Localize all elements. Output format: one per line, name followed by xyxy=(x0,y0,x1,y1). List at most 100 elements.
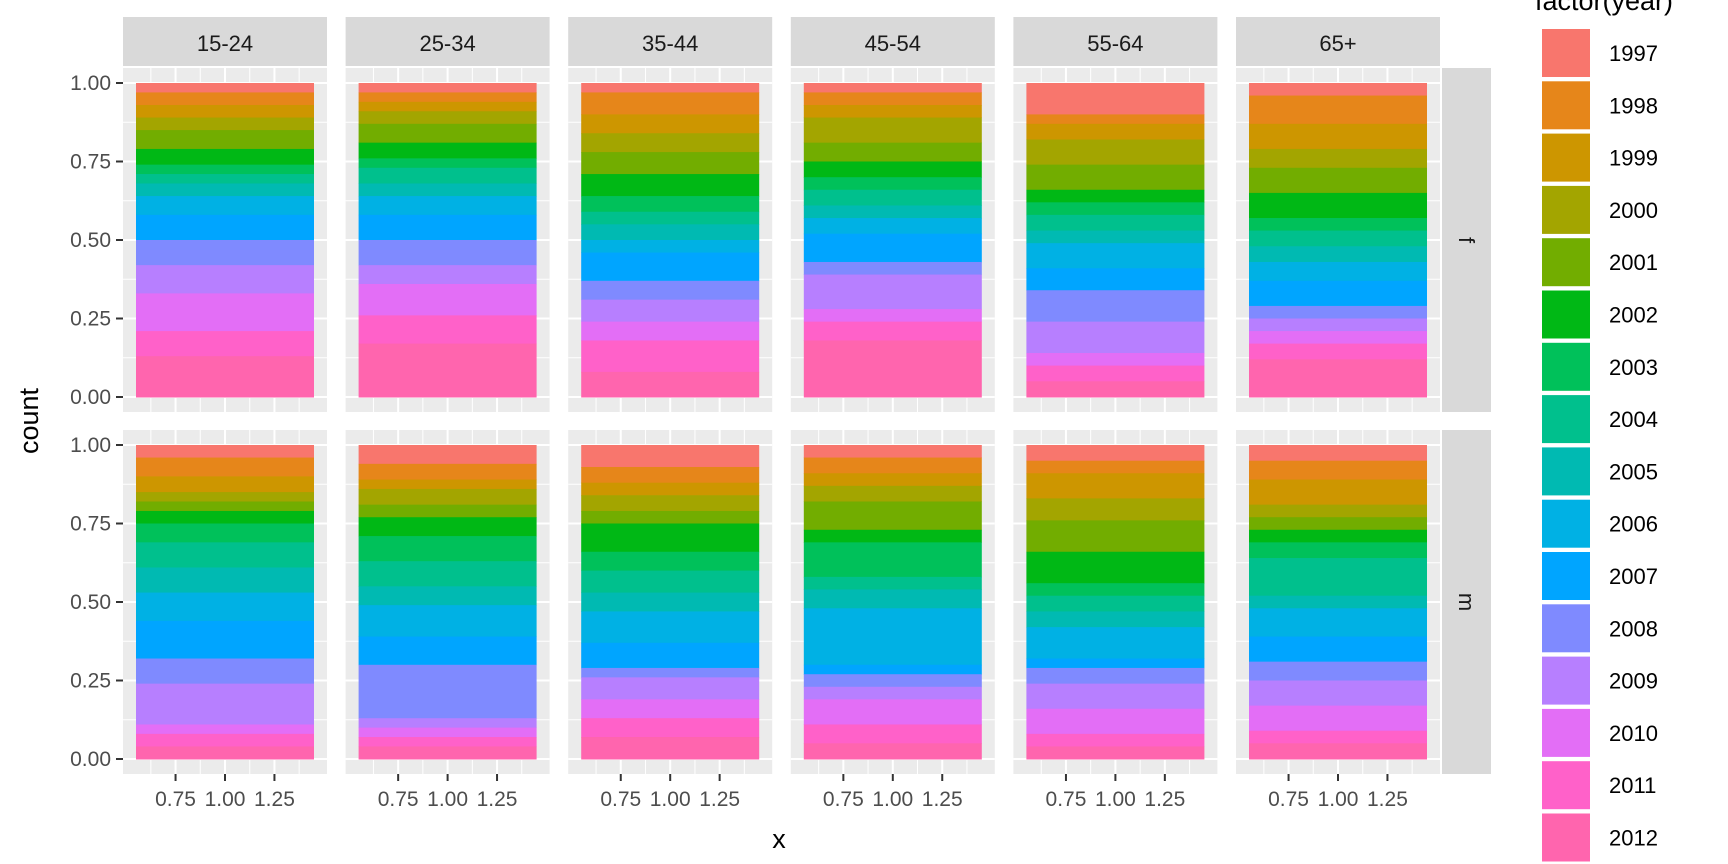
bar-segment-2011 xyxy=(581,718,760,738)
bar-segment-2002 xyxy=(1249,192,1427,219)
bar-segment-2005 xyxy=(1026,611,1205,628)
bar-segment-2004 xyxy=(581,211,760,225)
y-tick-label: 0.25 xyxy=(70,670,111,693)
bar-segment-2001 xyxy=(581,152,760,175)
bar-segment-2005 xyxy=(1249,246,1427,263)
bar-segment-2000 xyxy=(803,485,982,503)
bar-segment-2010 xyxy=(358,727,537,738)
bar-segment-2006 xyxy=(803,218,982,235)
bar-segment-1999 xyxy=(1026,473,1205,499)
bar-segment-2003 xyxy=(358,158,537,169)
bar-segment-2006 xyxy=(1026,627,1205,660)
bar-segment-2000 xyxy=(581,495,760,512)
bar-segment-2002 xyxy=(358,142,537,159)
bar-segment-2001 xyxy=(1249,517,1427,531)
x-tick-label: 1.00 xyxy=(1318,788,1359,811)
bar-segment-2008 xyxy=(1026,290,1205,323)
bar-segment-2004 xyxy=(1249,230,1427,247)
x-tick-label: 1.00 xyxy=(205,788,246,811)
bar-segment-2008 xyxy=(803,674,982,688)
panel-m-35-44 xyxy=(568,430,773,774)
bar-segment-1997 xyxy=(581,83,760,93)
legend-label: 2008 xyxy=(1609,616,1658,641)
bar-segment-2006 xyxy=(1249,261,1427,282)
bar-segment-2007 xyxy=(358,636,537,666)
bar-segment-2002 xyxy=(358,517,537,537)
bar-segment-2003 xyxy=(136,523,314,543)
y-tick-label: 1.00 xyxy=(70,72,111,95)
bar-segment-1998 xyxy=(1249,95,1427,125)
bar-segment-1997 xyxy=(358,83,537,93)
axes: 0.00 0.25 0.50 0.75 1.00 0.00 0.25 0.50 0.75 1.00… xyxy=(70,72,1408,811)
bar-segment-1999 xyxy=(1249,123,1427,150)
legend-title: factor(year) xyxy=(1535,0,1673,16)
legend-key-2011 xyxy=(1542,761,1590,810)
legend-label: 2001 xyxy=(1609,250,1658,275)
bar-segment-2008 xyxy=(358,240,537,266)
bar-segment-1998 xyxy=(136,457,314,477)
bar-segment-2003 xyxy=(803,177,982,191)
bar-segment-2003 xyxy=(581,551,760,572)
bar-segment-2006 xyxy=(581,611,760,644)
panel-m-15-24 xyxy=(123,430,327,774)
bar-segment-1998 xyxy=(358,463,537,481)
bar-segment-2001 xyxy=(358,504,537,518)
panel-f-15-24 xyxy=(123,68,327,412)
bar-segment-2007 xyxy=(1249,636,1427,663)
bar-segment-1998 xyxy=(1249,460,1427,481)
x-tick-label: 0.75 xyxy=(1268,788,1309,811)
bar-segment-2000 xyxy=(803,117,982,144)
bar-segment-2005 xyxy=(358,183,537,197)
bar-segment-1999 xyxy=(358,101,537,112)
bar-segment-2004 xyxy=(1026,595,1205,612)
row-strip xyxy=(1442,68,1491,412)
bar-segment-2011 xyxy=(358,315,537,345)
x-axis-title: x xyxy=(772,824,786,854)
bar-segment-2000 xyxy=(1249,148,1427,169)
bar-segment-2010 xyxy=(803,309,982,323)
bar-segment-2005 xyxy=(358,586,537,606)
legend-label: 2000 xyxy=(1609,198,1658,223)
bar-segment-2005 xyxy=(803,205,982,219)
bar-segment-2006 xyxy=(1026,243,1205,269)
bar-segment-2008 xyxy=(136,240,314,266)
legend-key-2012 xyxy=(1542,813,1590,862)
y-tick-label: 0.50 xyxy=(70,229,111,252)
bar-segment-2001 xyxy=(803,501,982,531)
y-tick-label: 0.50 xyxy=(70,591,111,614)
col-strip xyxy=(123,17,327,66)
bar-segment-1998 xyxy=(803,92,982,106)
x-tick-label: 0.75 xyxy=(378,788,419,811)
legend-key-2007 xyxy=(1542,552,1590,600)
bar-segment-2001 xyxy=(358,123,537,144)
facet-panels xyxy=(123,68,1440,774)
legend-items: 1997 1998 1999 2000 2001 2002 2003 2004 2005 2006… xyxy=(1542,29,1658,862)
bar-segment-2004 xyxy=(358,167,537,184)
bar-segment-2010 xyxy=(136,293,314,332)
x-tick-label: 1.00 xyxy=(427,788,468,811)
bar-segment-2001 xyxy=(1249,167,1427,194)
legend-key-2004 xyxy=(1542,395,1590,444)
bar-segment-2009 xyxy=(1249,680,1427,707)
bar-segment-1997 xyxy=(136,445,314,459)
bar-segment-2005 xyxy=(581,224,760,241)
bar-segment-2010 xyxy=(1249,331,1427,345)
col-strip-label: 25-34 xyxy=(419,31,475,56)
bar-segment-2007 xyxy=(358,214,537,241)
bar-segment-2005 xyxy=(136,567,314,594)
bar-segment-2007 xyxy=(803,664,982,675)
bar-segment-1997 xyxy=(1249,445,1427,462)
col-strip-label: 15-24 xyxy=(197,31,253,56)
bar-segment-2012 xyxy=(581,737,760,760)
bar-segment-1997 xyxy=(803,83,982,93)
bar-segment-2012 xyxy=(803,743,982,760)
bar-segment-2012 xyxy=(581,371,760,398)
bar-segment-2007 xyxy=(1026,658,1205,669)
x-tick-label: 1.25 xyxy=(1144,788,1185,811)
legend-label: 2003 xyxy=(1609,355,1658,380)
bar-segment-2002 xyxy=(1249,529,1427,543)
bar-segment-2012 xyxy=(358,343,537,398)
legend-label: 1997 xyxy=(1609,41,1658,66)
panel-m-55-64 xyxy=(1013,430,1218,774)
bar-segment-1998 xyxy=(581,466,760,484)
